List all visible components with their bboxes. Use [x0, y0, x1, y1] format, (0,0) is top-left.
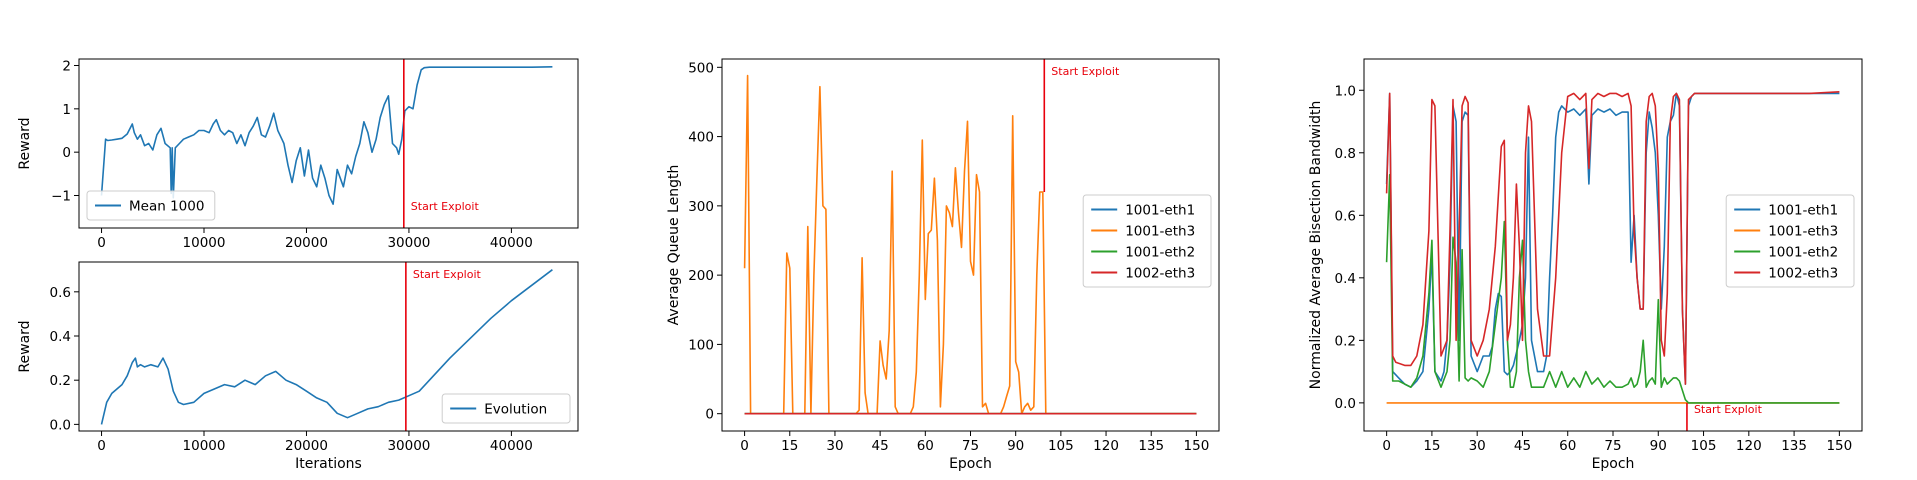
x-axis-label: Iterations	[295, 456, 362, 472]
plot-area	[1385, 91, 1840, 431]
legend-label: 1001-eth3	[1768, 224, 1838, 240]
plot-area	[743, 59, 1197, 415]
x-tick-label: 60	[917, 438, 934, 454]
y-axis-label: Average Queue Length	[666, 165, 682, 326]
legend: Mean 1000	[86, 190, 216, 221]
x-tick-label: 30000	[387, 235, 430, 251]
y-tick-label: 0.2	[1335, 333, 1356, 349]
legend: Evolution	[441, 393, 571, 424]
x-axis-label: Epoch	[1592, 456, 1635, 472]
start-exploit-label: Start Exploit	[1694, 403, 1763, 416]
y-tick-label: 0	[62, 145, 71, 161]
x-tick-label: 45	[1514, 438, 1531, 454]
x-axis-label: Epoch	[949, 456, 992, 472]
x-tick-label: 10000	[183, 235, 226, 251]
x-tick-label: 120	[1736, 438, 1762, 454]
x-tick-label: 135	[1781, 438, 1807, 454]
legend-label: 1001-eth2	[1768, 245, 1838, 261]
x-tick-label: 15	[781, 438, 798, 454]
y-tick-label: 200	[688, 268, 714, 284]
y-tick-label: 1.0	[1335, 83, 1356, 99]
legend-box	[1725, 194, 1855, 288]
y-tick-label: 0.6	[1335, 208, 1356, 224]
legend-label: 1001-eth2	[1125, 245, 1195, 261]
y-tick-label: 0.8	[1335, 146, 1356, 162]
legend: 1001-eth1 1001-eth3 1001-eth2 1002-eth3	[1725, 194, 1855, 288]
x-tick-label: 40000	[490, 438, 533, 454]
x-tick-label: 15	[1423, 438, 1440, 454]
series-line-evolution	[100, 269, 553, 425]
y-tick-label: 0.4	[50, 329, 71, 345]
x-tick-label: 90	[1650, 438, 1667, 454]
legend-label: 1001-eth1	[1768, 203, 1838, 219]
x-tick-label: 75	[962, 438, 979, 454]
x-tick-label: 60	[1559, 438, 1576, 454]
legend-label: 1002-eth3	[1125, 266, 1195, 282]
x-tick-label: 30	[826, 438, 843, 454]
y-axis-label: Normalized Average Bisection Bandwidth	[1308, 101, 1324, 390]
y-tick-label: 0.0	[1335, 396, 1356, 412]
x-tick-label: 45	[872, 438, 889, 454]
x-tick-label: 150	[1184, 438, 1210, 454]
y-tick-label: 100	[688, 337, 714, 353]
y-tick-label: 2	[62, 59, 71, 75]
x-tick-label: 0	[740, 438, 749, 454]
panel-bisection-bandwidth: Start Exploit 0 15 30 45 60 75 90 105 120 135 150 0.…	[1308, 58, 1863, 472]
x-tick-label: 20000	[285, 235, 328, 251]
legend-label: 1002-eth3	[1768, 266, 1838, 282]
start-exploit-label: Start Exploit	[411, 200, 480, 213]
x-tick-label: 10000	[183, 438, 226, 454]
x-tick-label: 30	[1469, 438, 1486, 454]
x-tick-label: 0	[1382, 438, 1391, 454]
legend-box	[86, 190, 216, 221]
x-tick-label: 90	[1007, 438, 1024, 454]
x-tick-label: 105	[1691, 438, 1717, 454]
x-tick-label: 150	[1826, 438, 1852, 454]
series-line-1002-eth3	[1385, 91, 1840, 385]
x-tick-label: 75	[1604, 438, 1621, 454]
y-axis-label: Reward	[17, 320, 33, 372]
start-exploit-label: Start Exploit	[413, 268, 482, 281]
plot-frame	[78, 261, 579, 432]
panel-mean-reward: Start Exploit 0 10000 20000 30000 40000 −1 0 1 2 R…	[17, 58, 579, 251]
series-line-mean-1000	[100, 66, 553, 205]
x-tick-label: 30000	[387, 438, 430, 454]
panel-evolution-reward: Start Exploit 0 10000 20000 30000 40000 0.0 0.2…	[17, 261, 579, 472]
y-tick-label: 0	[705, 407, 714, 423]
legend-box	[441, 393, 571, 424]
x-tick-label: 105	[1048, 438, 1074, 454]
x-tick-label: 40000	[490, 235, 533, 251]
y-tick-label: 1	[62, 102, 71, 118]
y-tick-label: 0.2	[50, 373, 71, 389]
plot-area	[100, 262, 553, 431]
y-tick-label: 0.0	[50, 417, 71, 433]
legend: 1001-eth1 1001-eth3 1001-eth2 1002-eth3	[1082, 194, 1212, 288]
legend-label: 1001-eth3	[1125, 224, 1195, 240]
x-tick-label: 120	[1093, 438, 1119, 454]
y-tick-label: 500	[688, 60, 714, 76]
y-tick-label: 400	[688, 130, 714, 146]
legend-label: Mean 1000	[129, 199, 204, 215]
legend-box	[1082, 194, 1212, 288]
series-line-1001-eth2	[1385, 173, 1840, 404]
start-exploit-label: Start Exploit	[1051, 65, 1120, 78]
y-axis-label: Reward	[17, 117, 33, 169]
legend-label: Evolution	[484, 402, 547, 418]
series-line-1001-eth3	[743, 74, 1197, 415]
x-tick-label: 135	[1138, 438, 1164, 454]
y-tick-label: 0.4	[1335, 271, 1356, 287]
y-tick-label: −1	[51, 189, 71, 205]
x-tick-label: 20000	[285, 438, 328, 454]
legend-label: 1001-eth1	[1125, 203, 1195, 219]
plot-area	[100, 59, 553, 228]
y-tick-label: 300	[688, 199, 714, 215]
x-tick-label: 0	[97, 235, 106, 251]
panel-queue-length: Start Exploit 0 15 30 45 60 75 90 105 120 135 150 0 1…	[666, 58, 1220, 472]
y-tick-label: 0.6	[50, 285, 71, 301]
x-tick-label: 0	[97, 438, 106, 454]
plot-frame	[78, 58, 579, 229]
